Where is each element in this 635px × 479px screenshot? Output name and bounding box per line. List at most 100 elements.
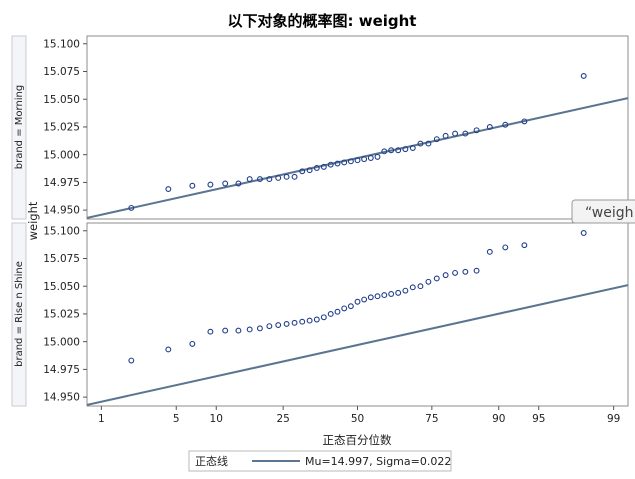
data-point: [222, 180, 229, 187]
data-point: [580, 230, 587, 236]
data-point: [580, 72, 587, 79]
strip-label-rise-n-shine: brand = Rise n Shine: [14, 261, 25, 367]
hover-tooltip: “weigh: [571, 199, 635, 224]
y-tick-label: 15.075: [43, 253, 80, 265]
data-point: [275, 322, 282, 328]
data-point: [521, 242, 528, 249]
y-tick-label: 15.000: [43, 149, 80, 161]
data-point: [246, 326, 253, 333]
data-point: [361, 156, 368, 163]
data-point: [327, 311, 334, 317]
data-point: [266, 323, 273, 330]
x-axis-label: 正态百分位数: [323, 433, 392, 447]
data-point: [128, 204, 135, 211]
y-tick-label: 15.075: [43, 66, 80, 78]
data-point: [395, 147, 402, 154]
strip-morning: [11, 35, 27, 220]
data-point: [433, 275, 440, 282]
data-point: [306, 317, 313, 324]
data-point: [207, 181, 214, 188]
x-tick-label: 5: [173, 413, 180, 425]
data-point: [367, 294, 374, 301]
data-point: [462, 268, 469, 275]
data-point: [291, 319, 298, 326]
data-point: [473, 127, 480, 134]
data-point: [207, 328, 214, 335]
data-point: [354, 157, 361, 164]
data-point: [417, 140, 424, 147]
y-tick-label: 15.100: [43, 38, 80, 50]
data-point: [222, 327, 229, 334]
legend-box: [188, 450, 452, 472]
data-point: [327, 161, 334, 168]
y-tick-label: 15.100: [43, 225, 80, 237]
data-point: [128, 357, 135, 364]
data-point: [502, 244, 509, 251]
data-point: [354, 298, 361, 305]
data-point: [275, 175, 282, 181]
data-point: [189, 340, 196, 347]
y-tick-label: 14.975: [43, 177, 80, 189]
strip-label-morning: brand = Morning: [14, 85, 25, 170]
normal-line-panel-2: [87, 284, 628, 406]
data-point: [299, 168, 306, 175]
data-point: [452, 269, 459, 276]
data-point: [189, 182, 196, 189]
x-tick-label: 95: [532, 413, 545, 425]
data-point: [374, 153, 381, 160]
x-tick-label: 1: [98, 413, 105, 425]
data-point: [409, 284, 416, 291]
y-axis-ticks: 15.100 15.075 15.050 15.025 15.000 14.975 14.9…: [43, 38, 87, 404]
data-point: [283, 173, 290, 180]
y-tick-label: 15.000: [43, 336, 80, 348]
data-point: [313, 165, 320, 171]
data-point: [266, 176, 273, 183]
data-point: [381, 292, 388, 299]
data-point: [425, 278, 432, 285]
data-point: [334, 160, 341, 167]
chart-marks: [87, 72, 628, 406]
data-point: [521, 118, 528, 125]
strip-rise-n-shine: [11, 222, 27, 407]
data-point: [341, 305, 348, 312]
data-point: [402, 146, 409, 153]
y-tick-label: 14.950: [43, 205, 80, 217]
data-point: [388, 147, 395, 154]
data-point: [283, 320, 290, 327]
data-point: [395, 289, 402, 296]
data-point: [165, 186, 172, 193]
y-tick-label: 14.950: [43, 392, 80, 404]
data-point: [425, 140, 432, 147]
y-tick-label: 15.050: [43, 94, 80, 106]
legend: 正态线 Mu=14.997, Sigma=0.022: [188, 450, 452, 472]
data-point: [320, 314, 327, 321]
data-point: [367, 155, 374, 161]
x-tick-label: 90: [492, 413, 505, 425]
tooltip-box: [571, 199, 635, 224]
y-axis-label: weight: [26, 201, 40, 240]
data-point: [306, 167, 313, 174]
data-point: [291, 173, 298, 180]
data-point: [256, 176, 263, 183]
data-point: [235, 327, 242, 334]
data-point: [347, 158, 354, 165]
data-point: [374, 293, 381, 300]
data-point: [246, 176, 253, 183]
chart-title: 以下对象的概率图: weight: [228, 12, 417, 30]
panel-rise-n-shine-frame: [86, 222, 629, 407]
data-point: [442, 272, 449, 279]
x-tick-label: 99: [607, 413, 620, 425]
data-point: [313, 316, 320, 323]
data-point: [486, 123, 493, 130]
data-point: [452, 130, 459, 137]
data-point: [409, 145, 416, 151]
x-tick-label: 75: [425, 413, 438, 425]
data-point: [442, 132, 449, 139]
y-tick-label: 15.025: [43, 309, 80, 321]
data-point: [486, 248, 493, 255]
x-tick-label: 50: [351, 413, 364, 425]
data-point: [256, 325, 263, 332]
legend-entry: Mu=14.997, Sigma=0.022: [305, 455, 451, 468]
data-point: [473, 267, 480, 274]
